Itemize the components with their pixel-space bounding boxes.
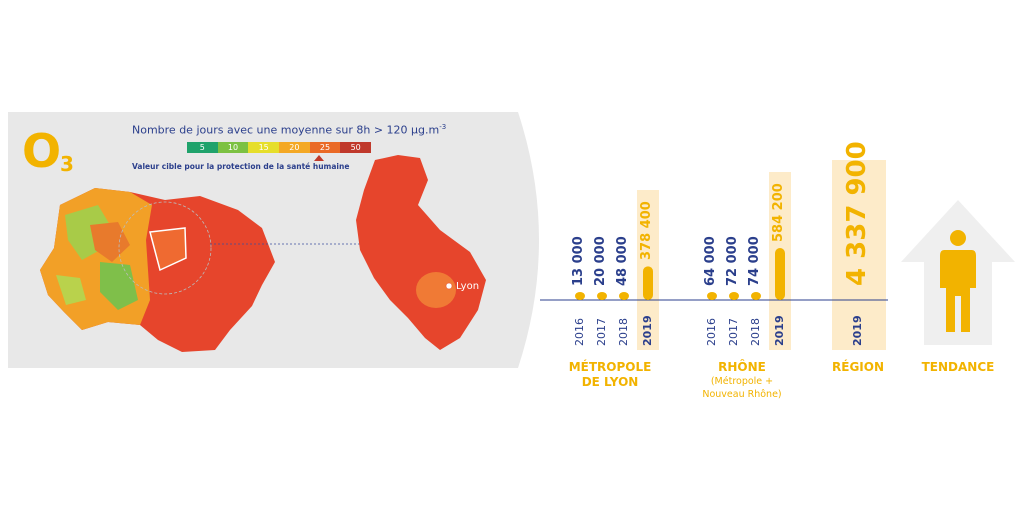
year-label-1-2019: 2019	[773, 315, 786, 346]
bar-1-2018	[751, 292, 761, 300]
highlight-bg-region	[832, 160, 886, 350]
value-label-1-2019: 584 200	[771, 183, 786, 242]
legend-title-text: Nombre de jours avec une moyenne sur 8h …	[132, 123, 440, 137]
group-label-line-2-0: RÉGION	[832, 360, 884, 374]
value-label-0-2018: 48 000	[615, 236, 630, 286]
year-label-0-2018: 2018	[617, 318, 630, 346]
group-label-line-0-0: MÉTROPOLE	[568, 360, 652, 374]
bar-0-2019	[643, 266, 653, 300]
value-label-0-2016: 13 000	[571, 236, 586, 286]
value-label-0-2019: 378 400	[639, 201, 654, 261]
bar-0-2018	[619, 292, 629, 300]
value-label-1-2018: 74 000	[747, 236, 762, 286]
bar-0-2016	[575, 292, 585, 300]
value-label-0-2017: 20 000	[593, 236, 608, 286]
pollutant-symbol: O 3	[22, 128, 74, 176]
year-label-0-2016: 2016	[573, 318, 586, 346]
lyon-label: Lyon	[456, 281, 480, 292]
scale-step-1: 10	[217, 142, 249, 153]
bars-layer	[540, 160, 1015, 350]
scale-step-4: 25	[309, 142, 341, 153]
value-label-1-2016: 64 000	[703, 236, 718, 286]
group-label-line-0-1: DE LYON	[581, 375, 639, 389]
bar-1-2016	[707, 292, 717, 300]
legend-title-exponent: -3	[439, 123, 447, 131]
value-label-1-2017: 72 000	[725, 236, 740, 286]
legend-subtitle: Valeur cible pour la protection de la sa…	[132, 162, 350, 171]
target-marker-icon	[314, 155, 324, 161]
group-note-line-1-0: (Métropole +	[710, 376, 774, 387]
person-head-icon	[950, 230, 966, 246]
scale-step-3: 20	[279, 142, 310, 153]
value-label-region-2019: 4 337 900	[842, 141, 872, 286]
bar-1-2017	[729, 292, 739, 300]
group-label-0: MÉTROPOLE DE LYON	[550, 360, 670, 390]
trend-label: TENDANCE	[921, 360, 995, 374]
scale-step-5: 50	[340, 142, 372, 153]
region-map	[40, 188, 378, 352]
legend-title: Nombre de jours avec une moyenne sur 8h …	[132, 123, 446, 137]
color-scale: 5 10 15 20 25 50	[187, 142, 372, 153]
group-label-1: RHÔNE (Métropole + Nouveau Rhône)	[682, 360, 802, 401]
group-label-2: RÉGION	[798, 360, 918, 375]
rhone-map	[356, 155, 486, 350]
group-label-line-1-0: RHÔNE	[718, 360, 766, 374]
year-label-1-2017: 2017	[727, 318, 740, 346]
bar-1-2019	[775, 248, 785, 300]
scale-step-0: 5	[187, 142, 218, 153]
year-label-2-2019: 2019	[851, 315, 864, 346]
pollutant-letter: O	[22, 124, 62, 178]
scale-step-2: 15	[248, 142, 280, 153]
year-label-0-2017: 2017	[595, 318, 608, 346]
year-label-1-2018: 2018	[749, 318, 762, 346]
person-body-icon	[940, 250, 976, 332]
pollutant-subscript: 3	[60, 152, 74, 176]
year-label-1-2016: 2016	[705, 318, 718, 346]
group-note-line-1-1: Nouveau Rhône)	[702, 389, 782, 400]
bar-0-2017	[597, 292, 607, 300]
year-label-0-2019: 2019	[641, 315, 654, 346]
